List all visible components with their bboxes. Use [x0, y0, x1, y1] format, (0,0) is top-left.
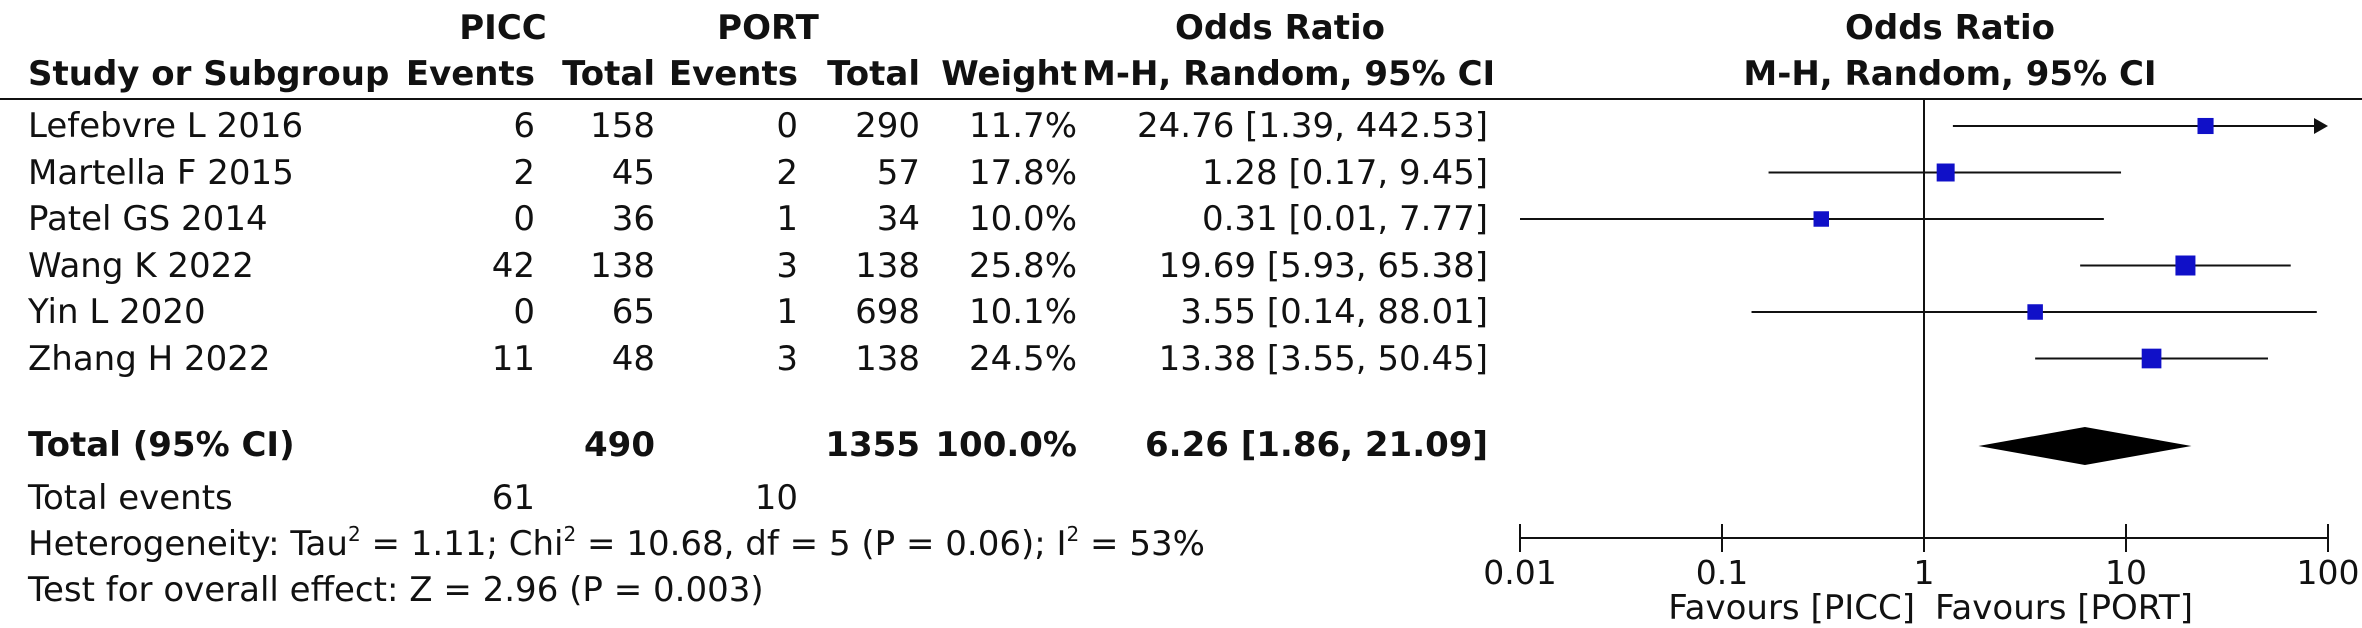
study-marker [1813, 211, 1829, 227]
group2-header: PORT [717, 8, 819, 48]
x-tick-label: 1 [1914, 553, 1935, 592]
study-ci: 3.55 [0.14, 88.01] [1180, 292, 1488, 332]
total-label: Total (95% CI) [28, 425, 295, 465]
x-tick-label: 100 [2297, 553, 2360, 592]
picc-total: 48 [611, 338, 655, 379]
total2-header: Total [827, 54, 920, 94]
study-marker [2141, 348, 2162, 369]
port-total: 138 [855, 338, 920, 379]
events1-header: Events [405, 54, 535, 94]
total-t2: 1355 [825, 425, 920, 465]
port-events: 1 [776, 199, 798, 239]
pooled-diamond [1978, 427, 2192, 465]
study-header: Study or Subgroup [28, 54, 390, 94]
study-weight: 10.0% [968, 199, 1077, 239]
port-total: 57 [876, 152, 920, 193]
study-marker [1936, 163, 1955, 182]
study-weight: 24.5% [968, 338, 1077, 379]
picc-total: 138 [590, 245, 655, 286]
picc-total: 65 [611, 292, 655, 332]
total1-header: Total [562, 54, 655, 94]
picc-events: 11 [491, 338, 535, 379]
x-tick-label: 10 [2105, 553, 2147, 592]
port-total: 698 [855, 292, 920, 332]
total-weight: 100.0% [935, 425, 1077, 465]
total-events-label: Total events [28, 478, 233, 518]
plot-method-header: M-H, Random, 95% CI [1743, 54, 2157, 94]
study-marker [2175, 255, 2196, 276]
or-method-header: M-H, Random, 95% CI [1082, 54, 1496, 94]
study-name: Zhang H 2022 [28, 338, 271, 379]
or-column-title: Odds Ratio [1174, 8, 1386, 48]
study-name: Wang K 2022 [28, 245, 254, 286]
weight-header: Weight [941, 54, 1077, 94]
port-total: 138 [855, 245, 920, 286]
study-ci: 1.28 [0.17, 9.45] [1201, 152, 1488, 193]
study-ci: 0.31 [0.01, 7.77] [1201, 199, 1488, 239]
events2-header: Events [668, 54, 798, 94]
picc-total: 36 [611, 199, 655, 239]
study-weight: 17.8% [968, 152, 1077, 193]
total-ci: 6.26 [1.86, 21.09] [1145, 425, 1488, 465]
total-t1: 490 [584, 425, 655, 465]
study-weight: 11.7% [968, 106, 1077, 146]
total-events-e1: 61 [491, 478, 535, 518]
favours-right-label: Favours [PORT] [1935, 588, 2193, 628]
picc-events: 0 [513, 292, 535, 332]
study-name: Patel GS 2014 [28, 199, 268, 239]
favours-left-label: Favours [PICC] [1668, 588, 1915, 628]
study-ci: 24.76 [1.39, 442.53] [1137, 106, 1488, 146]
picc-total: 158 [590, 106, 655, 146]
picc-events: 2 [513, 152, 535, 193]
port-total: 290 [855, 106, 920, 146]
study-name: Martella F 2015 [28, 152, 294, 193]
study-marker [2197, 117, 2214, 135]
picc-events: 6 [513, 106, 535, 146]
study-weight: 25.8% [968, 245, 1077, 286]
port-events: 3 [776, 245, 798, 286]
study-ci: 13.38 [3.55, 50.45] [1158, 338, 1488, 379]
port-total: 34 [876, 199, 920, 239]
port-events: 0 [776, 106, 798, 146]
picc-events: 0 [513, 199, 535, 239]
x-tick-label: 0.1 [1696, 553, 1748, 592]
header-rule [0, 98, 2362, 100]
port-events: 1 [776, 292, 798, 332]
plot-title: Odds Ratio [1844, 8, 2056, 48]
total-events-e2: 10 [754, 478, 798, 518]
ci-arrow [2314, 118, 2328, 134]
port-events: 2 [776, 152, 798, 193]
study-name: Yin L 2020 [28, 292, 206, 332]
study-marker [2027, 304, 2043, 320]
x-tick-label: 0.01 [1483, 553, 1556, 592]
picc-events: 42 [491, 245, 535, 286]
study-name: Lefebvre L 2016 [28, 106, 304, 146]
study-ci: 19.69 [5.93, 65.38] [1158, 245, 1488, 286]
heterogeneity-text: Heterogeneity: Tau2 = 1.11; Chi2 = 10.68… [28, 522, 1205, 564]
overall-effect-text: Test for overall effect: Z = 2.96 (P = 0… [28, 570, 764, 610]
port-events: 3 [776, 338, 798, 379]
study-weight: 10.1% [968, 292, 1077, 332]
group1-header: PICC [459, 8, 547, 48]
picc-total: 45 [611, 152, 655, 193]
